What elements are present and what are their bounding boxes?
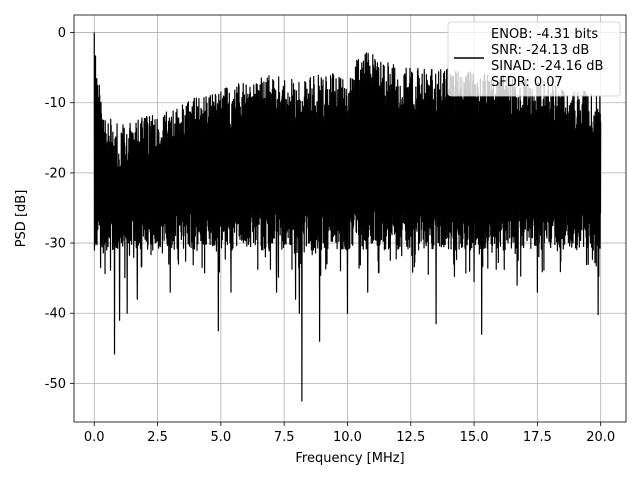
y-tick-label: -30 [45,237,66,252]
x-tick-label: 15.0 [460,430,489,445]
y-tick-label: -40 [45,307,66,322]
x-tick-label: 12.5 [396,430,425,445]
axes-frame [73,14,627,423]
legend-sinad: SINAD: -24.16 dB [491,59,603,74]
y-tick-label: -20 [45,166,66,181]
y-axis-label: PSD [dB] [14,190,29,248]
y-axis-ticks: 0 -10 -20 -30 -40 -50 [45,26,74,392]
psd-series-line [93,32,602,402]
x-axis-ticks: 0.0 2.5 5.0 7.5 10.0 12.5 15.0 17.5 20.0 [84,422,615,445]
y-tick-label: 0 [58,26,66,41]
x-axis-label: Frequency [MHz] [295,451,404,466]
x-tick-label: 7.5 [274,430,295,445]
legend-snr: SNR: -24.13 dB [491,43,589,58]
x-tick-label: 10.0 [333,430,362,445]
x-tick-label: 20.0 [586,430,615,445]
y-tick-label: -10 [45,96,66,111]
legend-sfdr: SFDR: 0.07 [491,75,563,90]
x-tick-label: 0.0 [84,430,105,445]
legend-enob: ENOB: -4.31 bits [491,27,598,42]
plot-area [93,32,602,402]
x-tick-label: 5.0 [211,430,232,445]
x-tick-label: 2.5 [147,430,168,445]
legend: ENOB: -4.31 bits SNR: -24.13 dB SINAD: -… [447,21,621,97]
y-tick-label: -50 [45,377,66,392]
legend-box [447,21,621,97]
x-tick-label: 17.5 [523,430,552,445]
